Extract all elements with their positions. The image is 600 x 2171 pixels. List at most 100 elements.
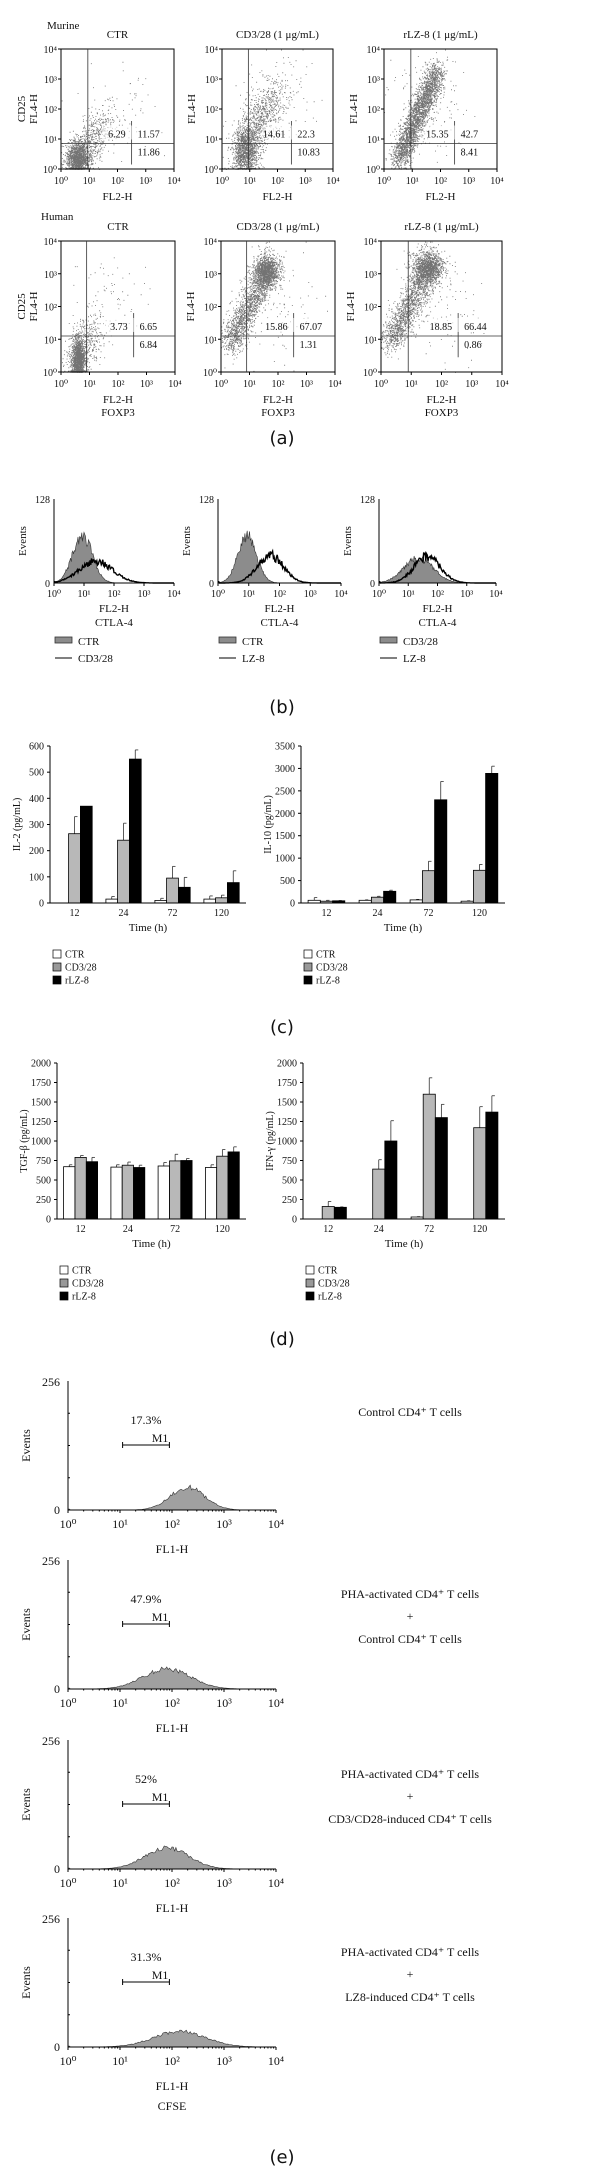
y-tick-label: 500 (282, 1176, 297, 1187)
x-axis-label: FL2-H (427, 394, 457, 406)
cfse-histogram-2: 10⁰ 10¹ 10² 10³ 10⁴ 256 0 Events FL1-H M1 47.9% PHA… (19, 1554, 479, 1735)
x-tick-label: 10⁰ (60, 1696, 77, 1710)
y-tick-label: 2500 (275, 786, 295, 797)
bar-rLZ-8-72 (180, 1160, 193, 1220)
legend-swatch-CTR (305, 1265, 315, 1275)
x-tick-label: 12 (70, 908, 80, 919)
x-tick-label: 10⁴ (489, 589, 503, 600)
quadrant-upper-left-percent: 18.85 (430, 322, 453, 333)
y-tick-label: 200 (29, 846, 44, 857)
legend-swatch-CTR (303, 949, 313, 959)
y-axis-label: IL-10 (pg/mL) (263, 795, 274, 854)
x-tick-label: 10³ (139, 176, 152, 187)
x-tick-label: 10⁴ (334, 589, 348, 600)
x-tick-label: 10³ (140, 379, 153, 390)
group-label-human: Human (41, 211, 74, 223)
x-tick-label: 24 (123, 1224, 133, 1235)
y-tick-label: 0 (54, 1862, 60, 1876)
y-tick-label: 10¹ (44, 335, 57, 346)
x-tick-label: 10³ (299, 176, 312, 187)
y-tick-label: 0 (54, 2040, 60, 2054)
legend-swatch-CD3/28 (305, 1278, 315, 1288)
x-tick-label: 10² (164, 1876, 180, 1890)
legend-swatch-CTR (52, 949, 62, 959)
y-tick-label: 400 (29, 794, 44, 805)
y-tick-label: 0 (46, 1215, 51, 1226)
histogram-filled (67, 1484, 276, 1511)
x-tick-label: 10¹ (112, 1517, 128, 1531)
x-axis-label: FL2-H (265, 603, 295, 615)
scatter-points (221, 241, 328, 372)
y-tick-label: 250 (282, 1195, 297, 1206)
bar-CD3/28-24 (372, 1168, 386, 1220)
x-tick-label: 10³ (216, 1517, 232, 1531)
label-backdrop (428, 317, 489, 332)
legend-swatch-filled (218, 636, 237, 644)
y-tick-label: 750 (282, 1156, 297, 1167)
x-tick-label: 10³ (216, 1696, 232, 1710)
x-tick-label: 10³ (304, 589, 317, 600)
y-tick-label: 10¹ (205, 135, 218, 146)
bar-CD3/28-24 (117, 839, 130, 904)
x-axis-label: FL2-H (99, 603, 129, 615)
bar-rLZ-8-120 (227, 1151, 240, 1220)
x-tick-label: 10⁰ (54, 176, 68, 187)
y-axis-label: Events (17, 526, 29, 556)
y-tick-label: 10⁰ (366, 165, 380, 176)
x-tick-label: 10⁴ (495, 379, 509, 390)
bar-CTR-72 (157, 1165, 170, 1220)
y-tick-label: 256 (42, 1554, 60, 1568)
x-tick-label: 10⁴ (490, 176, 504, 187)
x-axis-label: Time (h) (384, 922, 423, 934)
legend-swatch-rLZ-8 (52, 975, 62, 985)
y-tick-label: 0 (54, 1503, 60, 1517)
legend-label: CD3/28 (316, 963, 348, 974)
quadrant-upper-left-percent: 6.29 (108, 130, 126, 141)
quadrant-lower-right-percent: 1.31 (300, 340, 318, 351)
x-tick-label: 10² (108, 589, 121, 600)
bar-rLZ-8-12 (85, 1161, 99, 1220)
legend-swatch-rLZ-8 (303, 975, 313, 985)
bar-CD3/28-72 (422, 1093, 436, 1220)
y-tick-label: 10⁴ (44, 45, 58, 56)
x-tick-label: 10³ (216, 1876, 232, 1890)
sample-description: + (407, 1609, 414, 1623)
bar-rLZ-8-12 (333, 1206, 347, 1220)
x-tick-label: 10⁴ (268, 1876, 284, 1890)
quadrant-upper-left-percent: 3.73 (110, 322, 128, 333)
quadrant-lower-right-percent: 8.41 (461, 148, 479, 159)
histogram-filled (67, 1845, 276, 1870)
y-tick-label: 1000 (275, 854, 295, 865)
histogram-filled-CTR (217, 530, 341, 584)
legend-swatch-filled (379, 636, 398, 644)
legend-label: CD3/28 (65, 963, 97, 974)
sample-description: + (407, 1789, 414, 1803)
y-axis-label: FL4-H (28, 94, 40, 124)
panel-label-a: (a) (269, 428, 294, 449)
bar-CD3/28-120 (215, 897, 228, 904)
quadrant-lower-right-percent: 6.84 (140, 340, 158, 351)
bar-chart-tgf-β: 12 24 72 120 0 250 500 750 1000 1250 1500 1750 2000 T… (19, 1059, 246, 1303)
y-tick-label: 0 (209, 579, 214, 590)
x-tick-label: 120 (214, 908, 229, 919)
legend-label: rLZ-8 (316, 976, 340, 987)
plot-title: rLZ-8 (1 μg/mL) (404, 221, 479, 233)
bar-rLZ-8-72 (177, 886, 191, 904)
gate-percent: 17.3% (131, 1413, 162, 1427)
bar-chart-il-10: 12 24 72 120 0 500 1000 1500 2000 2500 3000 3500 IL-… (263, 742, 505, 987)
x-tick-label: 10² (272, 379, 285, 390)
bar-rLZ-8-24 (133, 1167, 146, 1220)
legend-label: CD3/28 (78, 653, 113, 665)
bar-rLZ-8-12 (80, 805, 93, 904)
bar-rLZ-8-24 (383, 890, 397, 904)
x-tick-label: 24 (119, 908, 129, 919)
y-tick-label: 1500 (275, 831, 295, 842)
x-tick-label: 10⁰ (47, 589, 61, 600)
x-tick-label: 10⁴ (268, 1696, 284, 1710)
x-tick-label: 10⁰ (60, 2054, 77, 2068)
panel-label-b: (b) (269, 697, 294, 718)
y-axis-label: TGF-β (pg/mL) (19, 1109, 30, 1172)
y-tick-label: 500 (280, 876, 295, 887)
